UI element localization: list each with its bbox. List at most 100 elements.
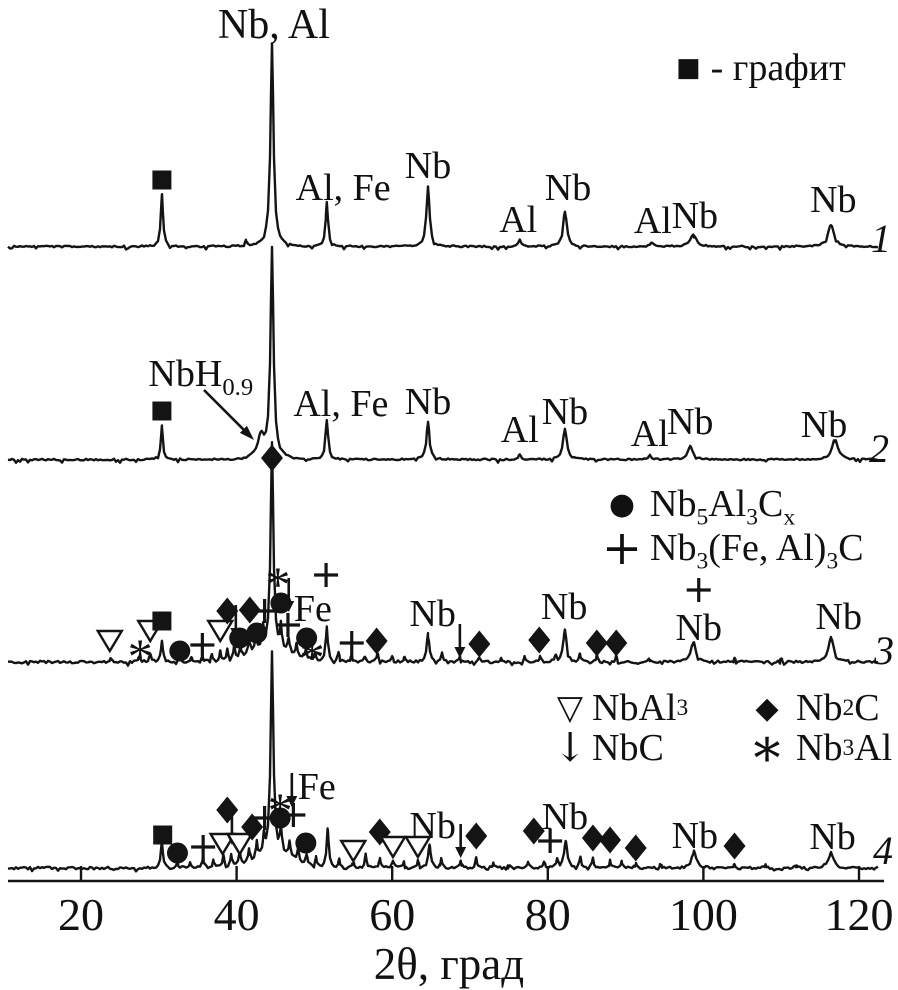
- nb2c-diamond-marker: [723, 832, 746, 860]
- nb3feal3c-plus-marker: [275, 613, 300, 637]
- nb3feal3c-plus-marker: [686, 578, 711, 602]
- nb2c-diamond-marker: [238, 596, 261, 624]
- nb2c-diamond-marker: [605, 629, 628, 657]
- peak-label: Nb: [672, 815, 718, 857]
- graphite-square-marker: [153, 825, 173, 845]
- peak-label: Nb: [672, 195, 718, 237]
- legend-label: Nb3(Fe, Al)3C: [650, 527, 864, 575]
- nb2c-diamond-marker: [468, 630, 491, 658]
- nbal3-triangle-marker: [208, 832, 237, 857]
- nb5al3cx-circle-marker: [246, 622, 268, 644]
- nb3feal3c-plus-marker: [314, 563, 339, 587]
- nb2c-diamond-marker: [581, 824, 604, 852]
- peak-label: Nb: [809, 816, 855, 858]
- nb2c-diamond-marker: [216, 796, 239, 824]
- nb2c-diamond-marker: [241, 813, 264, 841]
- peak-label: Nb: [405, 145, 451, 187]
- legend-item-nb5al3cx: ● Nb5Al3Cx: [594, 482, 864, 531]
- nbc-arrow-marker: [283, 601, 295, 612]
- xrd-trace-3: [7, 441, 878, 667]
- peak-label: Al, Fe: [293, 383, 388, 425]
- legend-label: NbC: [592, 727, 664, 769]
- peak-label: Fe: [298, 766, 336, 808]
- x-tick-label: 80: [525, 889, 571, 940]
- graphite-square-marker: [152, 170, 172, 190]
- xrd-trace-1: [7, 42, 879, 251]
- circle-icon: ●: [608, 486, 636, 522]
- x-tick-label: 120: [825, 889, 894, 940]
- nb2c-diamond-marker: [585, 629, 608, 657]
- curve-number-label: 3: [873, 628, 894, 673]
- nbc-arrow-marker: [455, 847, 467, 858]
- nbal3-triangle-marker: [225, 832, 254, 857]
- legend-graphite: ■ - графит: [676, 46, 846, 90]
- peak-label: Nb: [542, 391, 588, 433]
- x-tick-label: 60: [369, 889, 415, 940]
- peak-label: Nb: [810, 179, 856, 221]
- nb5al3cx-circle-marker: [169, 640, 191, 662]
- nb3feal3c-plus-marker: [191, 835, 216, 859]
- legend-graphite-label: - графит: [710, 47, 846, 89]
- legend-label: Nb 3 Al: [796, 727, 893, 769]
- nb3feal3c-plus-marker: [281, 803, 306, 827]
- graphite-square-marker: [152, 401, 172, 421]
- peak-label: Nb: [541, 586, 587, 628]
- nbal3-triangle-marker: [403, 835, 432, 860]
- peak-label: Nb: [667, 401, 713, 443]
- nbal3-triangle-marker: [378, 835, 408, 860]
- curve-number-label: 1: [871, 216, 891, 261]
- nb3feal3c-plus-marker: [538, 829, 563, 853]
- nbal3-triangle-marker: [95, 629, 124, 654]
- peak-label: Al: [631, 413, 669, 455]
- legend-label: Nb 2 C: [796, 687, 880, 729]
- nb5al3cx-circle-marker: [296, 627, 318, 649]
- nb3feal3c-plus-marker: [252, 599, 277, 623]
- nb2c-diamond-marker: [528, 626, 551, 654]
- xrd-trace-4: [7, 650, 879, 873]
- nbal3-triangle-marker: [206, 619, 235, 644]
- nb3feal3c-plus-marker: [339, 631, 364, 655]
- peak-label: Nb: [801, 404, 847, 446]
- nb2c-diamond-marker: [216, 597, 239, 625]
- peak-label: Al: [634, 200, 672, 242]
- peak-label: Al: [501, 409, 539, 451]
- annotation-arrowhead: [239, 425, 254, 440]
- peak-label: Fe: [294, 588, 332, 630]
- nbc-arrow-marker: [454, 647, 466, 658]
- curve-number-label: 4: [873, 828, 893, 873]
- legend-label: NbAl 3: [592, 687, 689, 729]
- nb5al3cx-circle-marker: [166, 842, 188, 864]
- x-tick-label: 100: [669, 889, 738, 940]
- nb2c-diamond-marker: [465, 822, 488, 850]
- curve-number-label: 2: [869, 426, 889, 471]
- xrd-trace-2: [7, 245, 879, 464]
- peak-label: Nb: [409, 593, 455, 635]
- nb5al3cx-circle-marker: [269, 807, 291, 829]
- peak-label: Nb: [405, 381, 451, 423]
- nb5al3cx-circle-marker: [270, 592, 292, 614]
- peak-label: Al, Fe: [296, 167, 391, 209]
- x-tick-label: 20: [58, 889, 104, 940]
- peak-label: Nb: [545, 167, 591, 209]
- peak-label: Nb, Al: [218, 2, 330, 48]
- nb3al-asterisk-marker: *: [268, 782, 293, 838]
- annotation-arrow: [203, 389, 248, 434]
- nbal3-triangle-marker: [339, 839, 368, 864]
- nb5al3cx-circle-marker: [295, 832, 317, 854]
- peak-label: Nb: [409, 805, 455, 847]
- peak-label: Nb: [816, 596, 862, 638]
- peak-label: Nb: [542, 796, 588, 838]
- arrow-down-icon: ↓: [553, 725, 587, 771]
- asterisk-icon: *: [753, 726, 781, 790]
- peak-label: Al: [499, 199, 537, 241]
- square-icon: ■: [676, 53, 701, 83]
- diamond-icon: ◆: [755, 690, 779, 726]
- nb2c-diamond-marker: [599, 826, 622, 854]
- nbc-arrow-marker: [286, 796, 298, 807]
- legend-phases-3: ● Nb5Al3Cx + Nb3(Fe, Al)3C: [594, 482, 864, 576]
- nb2c-diamond-marker: [624, 834, 647, 862]
- triangle-down-icon: ▽: [556, 688, 584, 728]
- legend-label: Nb5Al3Cx: [650, 483, 796, 531]
